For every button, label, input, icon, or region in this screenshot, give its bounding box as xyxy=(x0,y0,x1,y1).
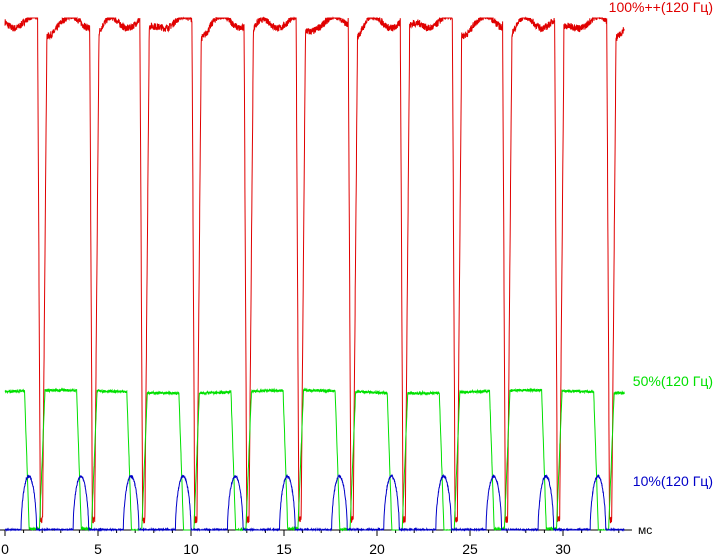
x-tick-label: 0 xyxy=(1,541,9,557)
x-tick-label: 30 xyxy=(555,541,571,557)
x-tick-label: 15 xyxy=(276,541,292,557)
series-label-10: 10%(120 Гц) xyxy=(633,473,713,489)
series-line-10 xyxy=(4,473,625,532)
series-layer xyxy=(4,16,625,532)
x-tick-label: 5 xyxy=(94,541,102,557)
x-tick-label: 25 xyxy=(462,541,478,557)
series-label-100: 100%++(120 Гц) xyxy=(609,0,713,15)
series-line-50 xyxy=(4,387,625,532)
x-tick-label: 20 xyxy=(369,541,385,557)
x-axis: 0 5 10 15 20 25 30 мс xyxy=(0,523,652,557)
label-layer: 100%++(120 Гц) 50%(120 Гц) 10%(120 Гц) xyxy=(609,0,713,489)
x-tick-label: 10 xyxy=(183,541,199,557)
series-label-50: 50%(120 Гц) xyxy=(633,373,713,389)
series-line-100 xyxy=(4,16,625,524)
x-unit-label: мс xyxy=(638,523,652,537)
